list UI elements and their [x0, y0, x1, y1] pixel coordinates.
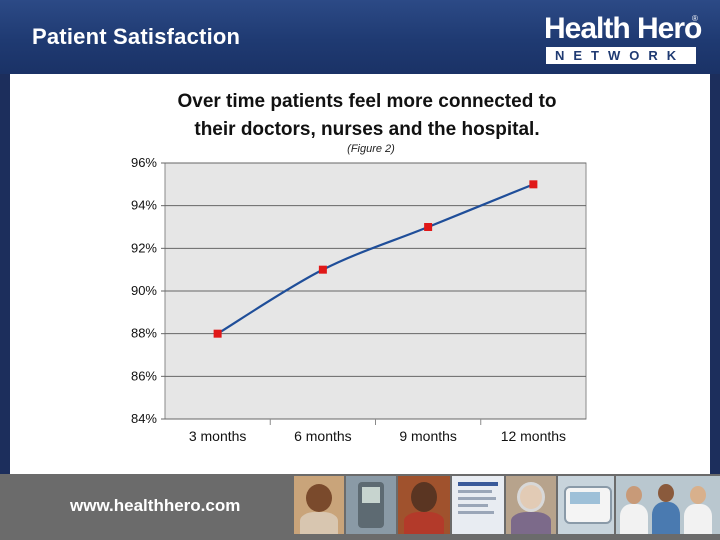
data-point-marker [424, 223, 433, 231]
chart-title-line-1: Over time patients feel more connected t… [177, 91, 556, 112]
data-point-marker [318, 265, 327, 274]
photo-child [294, 476, 344, 534]
chart-title-line-2: their doctors, nurses and the hospital. [194, 119, 539, 140]
right-frame-border [710, 0, 720, 540]
y-tick-label: 96% [131, 155, 157, 170]
photo-health-device [346, 476, 396, 534]
y-tick-label: 86% [131, 368, 157, 383]
photo-monitor-device [558, 476, 614, 534]
left-frame-border [0, 0, 10, 540]
y-tick-label: 94% [131, 198, 157, 213]
photo-strip [292, 474, 720, 540]
x-tick-label: 6 months [294, 428, 352, 444]
data-point-marker [213, 329, 222, 338]
registered-mark: ® [692, 14, 698, 23]
photo-documents [452, 476, 504, 534]
health-hero-network-logo: Health Hero ® NETWORK [544, 12, 702, 66]
logo-network-text: NETWORK [546, 47, 696, 64]
x-tick-label: 9 months [399, 428, 457, 444]
satisfaction-line-chart: Over time patients feel more connected t… [131, 91, 587, 444]
page-title: Patient Satisfaction [32, 24, 241, 49]
y-tick-label: 90% [131, 283, 157, 298]
header-bar: Patient Satisfaction Health Hero ® NETWO… [0, 0, 720, 74]
logo-wordmark: Health Hero [544, 12, 702, 45]
y-tick-label: 88% [131, 326, 157, 341]
photo-elderly-man [398, 476, 450, 534]
data-point-marker [529, 180, 538, 189]
x-tick-label: 12 months [501, 428, 566, 444]
series-line [217, 183, 534, 335]
x-tick-label: 3 months [189, 428, 247, 444]
photo-elderly-woman [506, 476, 556, 534]
photo-medical-staff [616, 476, 720, 534]
y-tick-label: 92% [131, 240, 157, 255]
website-url: www.healthhero.com [70, 496, 241, 515]
chart-subtitle: (Figure 2) [347, 143, 395, 155]
y-tick-label: 84% [131, 411, 157, 426]
